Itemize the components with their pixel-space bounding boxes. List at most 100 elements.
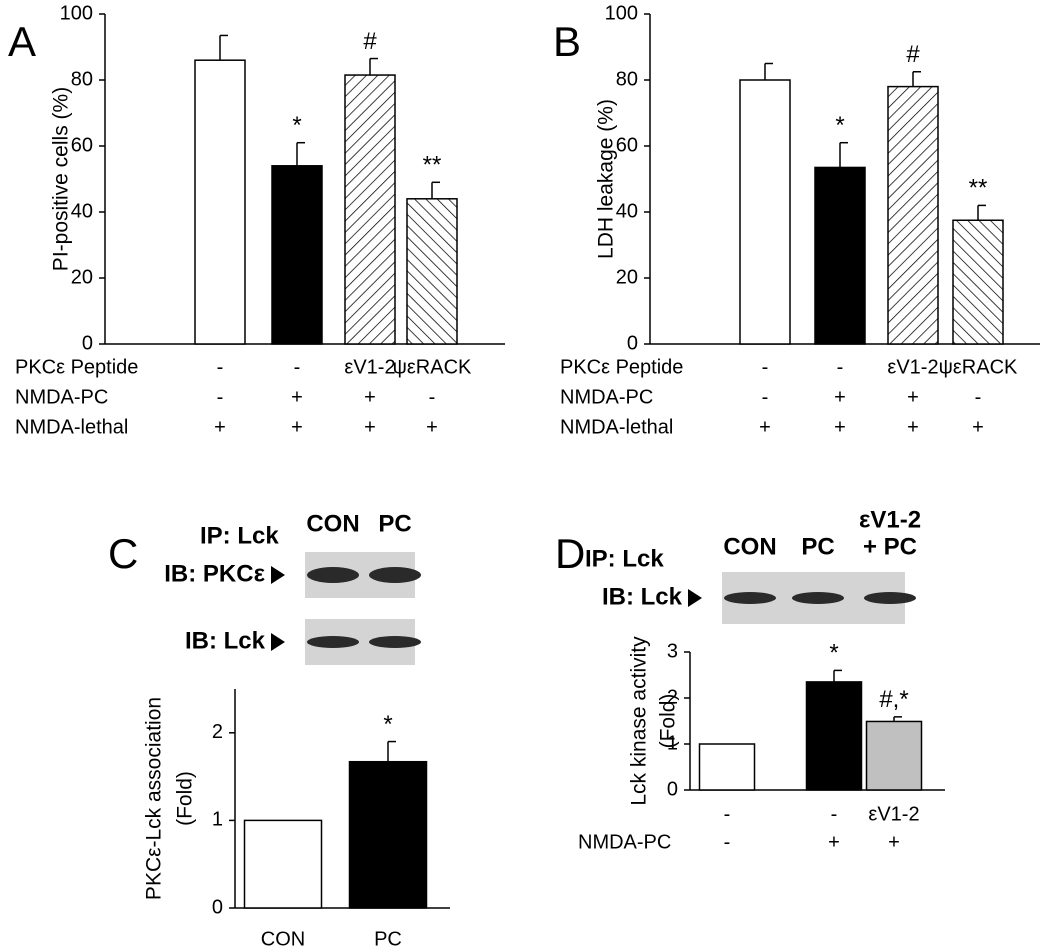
annotation: ** bbox=[423, 152, 442, 179]
annotation: #,* bbox=[879, 686, 908, 713]
y-axis-label: (Fold) bbox=[657, 694, 680, 749]
y-tick-label: 100 bbox=[60, 2, 93, 24]
y-axis-label: PKCε-Lck association bbox=[143, 697, 166, 900]
blot-band bbox=[792, 592, 844, 604]
bar bbox=[348, 760, 428, 909]
condition-label: PKCε Peptide bbox=[560, 356, 683, 378]
y-tick-label: 1 bbox=[212, 809, 223, 831]
y-tick-label: 80 bbox=[616, 68, 638, 90]
bar bbox=[344, 74, 396, 345]
x-tick-label: CON bbox=[261, 928, 305, 950]
blot-ib-label: IB: Lck bbox=[185, 627, 266, 654]
y-tick-label: 0 bbox=[212, 896, 223, 918]
condition-mark: εV1-2 bbox=[344, 356, 395, 378]
bar bbox=[865, 720, 923, 791]
blot-band bbox=[864, 592, 916, 604]
condition-mark: - bbox=[217, 386, 224, 408]
blot-arrow bbox=[688, 589, 702, 607]
condition-mark: + bbox=[364, 386, 376, 408]
blot-ib-label: IB: PKCε bbox=[164, 560, 265, 587]
y-tick-label: 20 bbox=[616, 266, 638, 288]
blot-band bbox=[307, 636, 359, 648]
blot-lane-label: PC bbox=[378, 510, 411, 537]
blot-band bbox=[724, 592, 776, 604]
blot-band bbox=[307, 567, 359, 583]
condition-label: PKCε Peptide bbox=[15, 356, 138, 378]
y-axis-label: PI-positive cells (%) bbox=[50, 87, 73, 271]
annotation: * bbox=[829, 640, 838, 667]
annotation: * bbox=[835, 112, 844, 139]
y-tick-label: 2 bbox=[212, 721, 223, 743]
condition-mark: + bbox=[907, 386, 919, 408]
blot-ip-label: IP: Lck bbox=[585, 545, 664, 572]
condition-mark: + bbox=[291, 386, 303, 408]
bar bbox=[406, 198, 458, 345]
bar bbox=[271, 165, 323, 345]
condition-mark: - bbox=[217, 356, 224, 378]
condition-mark: - bbox=[975, 386, 982, 408]
y-tick-label: 100 bbox=[605, 2, 638, 24]
condition-mark: - bbox=[762, 356, 769, 378]
bar bbox=[194, 59, 246, 345]
annotation: # bbox=[363, 28, 377, 55]
annotation: # bbox=[906, 41, 920, 68]
condition-mark: ψεRACK bbox=[939, 356, 1018, 378]
blot-lane-label: CON bbox=[306, 510, 359, 537]
bar bbox=[739, 79, 791, 345]
blot-lane-label: + PC bbox=[863, 533, 917, 560]
annotation: * bbox=[292, 112, 301, 139]
y-axis-label: Lck kinase activity bbox=[628, 636, 651, 806]
bar bbox=[698, 743, 756, 791]
condition-label: NMDA-lethal bbox=[15, 416, 128, 438]
condition-mark: + bbox=[834, 386, 846, 408]
condition-mark: - bbox=[831, 803, 838, 825]
bar bbox=[952, 219, 1004, 345]
annotation: * bbox=[383, 711, 392, 738]
condition-mark: εV1-2 bbox=[868, 803, 919, 825]
condition-mark: - bbox=[724, 803, 731, 825]
condition-label: NMDA-PC bbox=[578, 831, 671, 853]
y-tick-label: 40 bbox=[616, 200, 638, 222]
annotation: ** bbox=[969, 175, 988, 202]
blot-ib-label: IB: Lck bbox=[602, 583, 683, 610]
blot-lane-label: CON bbox=[723, 533, 776, 560]
y-tick-label: 40 bbox=[71, 200, 93, 222]
condition-mark: + bbox=[907, 416, 919, 438]
y-tick-label: 20 bbox=[71, 266, 93, 288]
blot-band bbox=[369, 567, 421, 583]
y-tick-label: 0 bbox=[627, 332, 638, 354]
condition-label: NMDA-PC bbox=[560, 386, 653, 408]
blot-arrow bbox=[271, 633, 285, 651]
condition-mark: - bbox=[837, 356, 844, 378]
x-tick-label: PC bbox=[374, 928, 402, 950]
panel-letter: D bbox=[555, 530, 585, 577]
y-tick-label: 1 bbox=[667, 732, 678, 754]
y-axis-label: LDH leakage (%) bbox=[595, 99, 618, 259]
y-tick-label: 0 bbox=[82, 332, 93, 354]
condition-mark: + bbox=[426, 416, 438, 438]
y-tick-label: 2 bbox=[667, 686, 678, 708]
blot-lane-label: PC bbox=[801, 533, 834, 560]
y-tick-label: 60 bbox=[616, 134, 638, 156]
condition-mark: + bbox=[834, 416, 846, 438]
condition-mark: + bbox=[291, 416, 303, 438]
blot-lane-label: εV1-2 bbox=[859, 506, 921, 533]
condition-label: NMDA-lethal bbox=[560, 416, 673, 438]
condition-mark: + bbox=[972, 416, 984, 438]
condition-mark: + bbox=[364, 416, 376, 438]
y-tick-label: 0 bbox=[667, 778, 678, 800]
panel-letter: B bbox=[553, 18, 581, 65]
condition-mark: ψεRACK bbox=[393, 356, 472, 378]
bar bbox=[814, 166, 866, 345]
y-axis-label: (Fold) bbox=[174, 771, 197, 826]
condition-mark: - bbox=[724, 831, 731, 853]
condition-mark: - bbox=[294, 356, 301, 378]
panel-letter: C bbox=[108, 530, 138, 577]
condition-mark: + bbox=[214, 416, 226, 438]
blot-band bbox=[369, 636, 421, 648]
condition-mark: εV1-2 bbox=[887, 356, 938, 378]
blot-ip-label: IP: Lck bbox=[200, 522, 279, 549]
y-tick-label: 80 bbox=[71, 68, 93, 90]
y-tick-label: 3 bbox=[667, 640, 678, 662]
